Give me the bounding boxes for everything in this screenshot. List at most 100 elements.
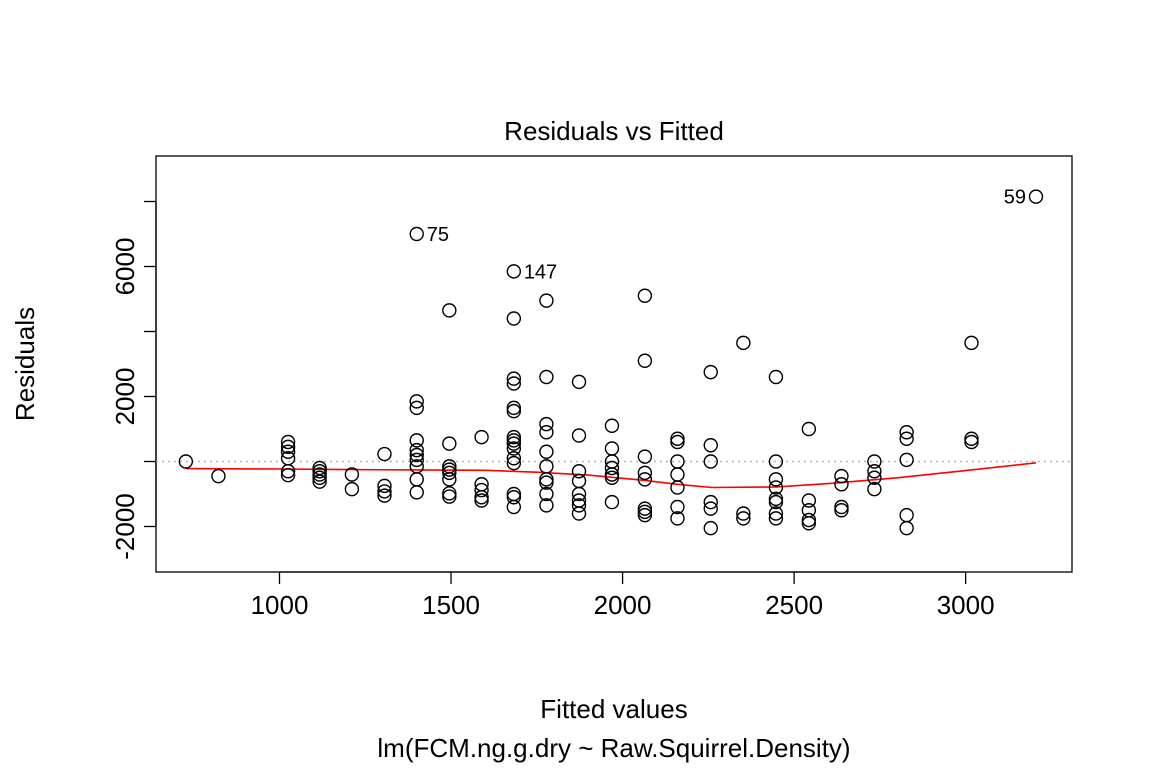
y-tick-label: 6000 bbox=[110, 238, 140, 296]
residual-point bbox=[506, 455, 522, 471]
residual-point bbox=[571, 428, 587, 443]
residual-point bbox=[280, 467, 296, 483]
residual-point bbox=[377, 488, 392, 503]
residual-point bbox=[768, 480, 784, 495]
residual-point bbox=[344, 481, 360, 497]
residual-point bbox=[377, 478, 392, 494]
residual-point bbox=[409, 452, 424, 468]
residual-point bbox=[442, 303, 457, 318]
residual-point bbox=[801, 516, 817, 531]
residual-point bbox=[377, 484, 392, 499]
residual-point bbox=[801, 512, 817, 528]
residual-point bbox=[506, 433, 522, 448]
residual-point bbox=[834, 468, 849, 484]
x-tick-label: 3000 bbox=[937, 590, 995, 620]
residual-point bbox=[280, 464, 296, 479]
outlier-labels: 75 147 59 bbox=[427, 187, 1026, 284]
residual-point bbox=[539, 416, 554, 432]
residual-point bbox=[604, 470, 620, 485]
residual-point bbox=[571, 374, 587, 390]
residual-point bbox=[637, 465, 653, 481]
residual-point bbox=[312, 467, 327, 482]
smoother-line bbox=[185, 462, 1037, 489]
residual-point bbox=[442, 465, 457, 481]
residual-point bbox=[1028, 189, 1044, 204]
residual-point bbox=[571, 473, 587, 489]
residual-point bbox=[539, 498, 554, 513]
plot-frame bbox=[155, 155, 1073, 573]
residual-point bbox=[604, 460, 620, 476]
x-tick-label: 1000 bbox=[251, 590, 309, 620]
residual-point bbox=[178, 454, 194, 469]
x-axis-label: Fitted values bbox=[540, 694, 687, 724]
residual-point bbox=[280, 444, 296, 459]
residual-point bbox=[637, 472, 653, 487]
residual-point bbox=[312, 474, 327, 489]
residual-point bbox=[768, 491, 784, 507]
x-tick-label: 1500 bbox=[422, 590, 480, 620]
residual-point bbox=[539, 475, 554, 490]
residual-point bbox=[506, 499, 522, 515]
residual-point bbox=[409, 400, 424, 416]
residual-point bbox=[474, 482, 489, 498]
residual-point bbox=[409, 472, 424, 487]
residual-point bbox=[670, 480, 685, 495]
residual-point bbox=[899, 425, 914, 440]
chart-subtitle: lm(FCM.ng.g.dry ~ Raw.Squirrel.Density) bbox=[377, 733, 850, 763]
residual-point bbox=[571, 486, 587, 502]
residual-point bbox=[899, 520, 914, 536]
y-tick-label: 2000 bbox=[110, 368, 140, 426]
residual-point bbox=[474, 490, 489, 505]
residual-point bbox=[442, 436, 457, 451]
residual-point bbox=[539, 444, 554, 459]
residual-point bbox=[211, 468, 226, 484]
residual-point bbox=[312, 470, 327, 485]
residual-point bbox=[409, 394, 424, 409]
residual-point bbox=[670, 499, 685, 515]
residual-point bbox=[703, 454, 718, 469]
residual-point bbox=[637, 504, 653, 520]
residual-point bbox=[442, 489, 457, 504]
residual-point bbox=[506, 264, 522, 279]
residual-point bbox=[571, 464, 587, 479]
residual-point bbox=[834, 477, 849, 492]
residual-point bbox=[768, 472, 784, 487]
residual-point bbox=[768, 506, 784, 521]
residual-point bbox=[604, 494, 620, 510]
residual-point bbox=[474, 429, 489, 445]
residual-point bbox=[670, 431, 685, 446]
residual-point bbox=[637, 501, 653, 516]
residual-point bbox=[604, 467, 620, 482]
residual-point bbox=[703, 501, 718, 516]
residual-point bbox=[539, 472, 554, 487]
chart-title: Residuals vs Fitted bbox=[504, 116, 724, 146]
residual-point bbox=[801, 421, 817, 437]
residual-point bbox=[637, 288, 653, 303]
residual-point bbox=[736, 506, 751, 521]
residual-point bbox=[899, 507, 914, 523]
residual-point bbox=[506, 376, 522, 391]
residual-point bbox=[539, 293, 554, 308]
residual-point bbox=[409, 226, 424, 242]
residual-point bbox=[964, 335, 979, 351]
residual-point bbox=[768, 369, 784, 385]
residual-point bbox=[312, 464, 327, 479]
residual-point bbox=[670, 467, 685, 482]
residual-point bbox=[736, 511, 751, 526]
residual-point bbox=[834, 499, 849, 515]
residual-point bbox=[506, 429, 522, 445]
y-axis: -2000 2000 6000 bbox=[110, 200, 157, 560]
residual-point bbox=[867, 464, 882, 479]
residual-point bbox=[637, 507, 653, 523]
outlier-label: 75 bbox=[427, 224, 449, 246]
outlier-label: 59 bbox=[1004, 187, 1026, 209]
residual-point bbox=[703, 520, 718, 536]
residual-point bbox=[867, 481, 882, 497]
residual-point bbox=[506, 441, 522, 456]
residual-point bbox=[409, 442, 424, 458]
residual-point bbox=[703, 438, 718, 453]
residual-point bbox=[571, 498, 587, 513]
residual-point bbox=[280, 434, 296, 450]
residual-point bbox=[409, 433, 424, 448]
